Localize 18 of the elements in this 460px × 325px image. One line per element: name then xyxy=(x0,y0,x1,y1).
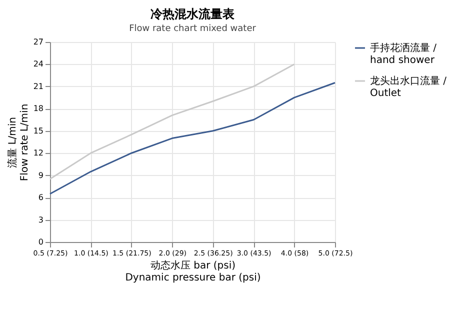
y-tick-label: 3 xyxy=(38,215,44,224)
y-tick-label: 6 xyxy=(38,193,44,202)
chart-title: 冷热混水流量表 xyxy=(150,7,236,21)
line-series xyxy=(49,82,336,195)
legend-label: 龙头出水口流量 / Outlet xyxy=(370,75,448,99)
y-tick-label: 0 xyxy=(38,238,44,246)
y-tick-label: 12 xyxy=(33,148,44,158)
y-tick-label: 24 xyxy=(33,60,44,69)
line-series xyxy=(49,63,296,180)
chart-subtitle: Flow rate chart mixed water xyxy=(129,24,256,34)
legend-label: 手持花洒流量 / hand shower xyxy=(370,42,438,66)
y-axis-title: 流量 L/min Flow rate L/min xyxy=(6,104,30,182)
y-tick-label: 9 xyxy=(38,170,44,180)
y-tick-label: 27 xyxy=(33,38,44,46)
y-tick-label: 21 xyxy=(33,82,44,91)
x-axis-title: 动态水压 bar (psi) Dynamic pressure bar (psi) xyxy=(125,260,261,284)
y-tick-label: 15 xyxy=(33,126,44,136)
y-tick-label: 18 xyxy=(33,104,44,114)
